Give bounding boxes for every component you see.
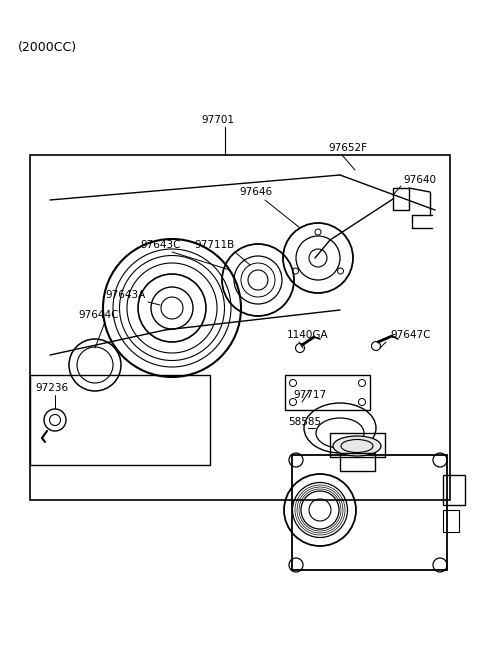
Bar <box>30 155 450 500</box>
Text: 97236: 97236 <box>35 383 68 393</box>
Text: 97640: 97640 <box>403 175 436 185</box>
Bar <box>330 433 385 457</box>
Text: 1140GA: 1140GA <box>287 330 329 340</box>
Bar <box>285 375 370 410</box>
Text: 97643A: 97643A <box>105 290 145 300</box>
Bar <box>443 475 465 505</box>
Text: 58585: 58585 <box>288 417 321 427</box>
Text: 97647C: 97647C <box>390 330 431 340</box>
Bar <box>30 375 210 465</box>
Text: 97644C: 97644C <box>78 310 119 320</box>
Ellipse shape <box>333 436 381 456</box>
Bar <box>340 453 375 471</box>
Text: 97652F: 97652F <box>328 143 367 153</box>
Text: 97646: 97646 <box>240 187 273 197</box>
Text: 97711B: 97711B <box>194 240 234 250</box>
Text: 97643C: 97643C <box>140 240 180 250</box>
Text: 97717: 97717 <box>293 390 326 400</box>
Bar <box>292 455 447 570</box>
Text: (2000CC): (2000CC) <box>18 41 77 54</box>
Bar <box>393 188 409 210</box>
Bar <box>443 510 459 532</box>
Text: 97701: 97701 <box>202 115 235 125</box>
